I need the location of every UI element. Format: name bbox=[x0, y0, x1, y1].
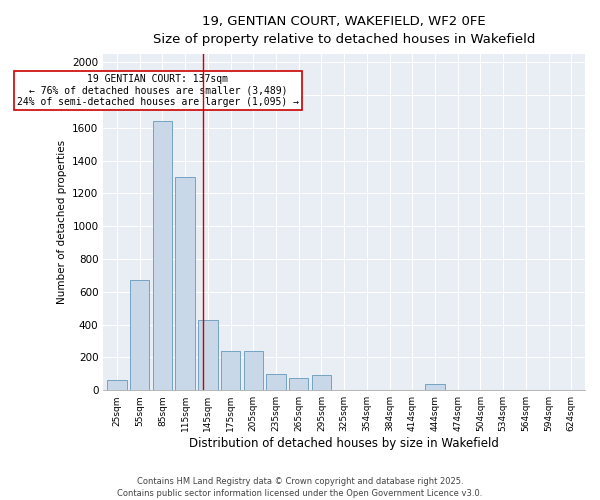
Text: Contains HM Land Registry data © Crown copyright and database right 2025.
Contai: Contains HM Land Registry data © Crown c… bbox=[118, 476, 482, 498]
Bar bbox=[289, 378, 308, 390]
Bar bbox=[175, 177, 195, 390]
Bar bbox=[425, 384, 445, 390]
Title: 19, GENTIAN COURT, WAKEFIELD, WF2 0FE
Size of property relative to detached hous: 19, GENTIAN COURT, WAKEFIELD, WF2 0FE Si… bbox=[153, 15, 535, 46]
Bar bbox=[198, 320, 218, 390]
Text: 19 GENTIAN COURT: 137sqm
← 76% of detached houses are smaller (3,489)
24% of sem: 19 GENTIAN COURT: 137sqm ← 76% of detach… bbox=[17, 74, 299, 107]
Bar bbox=[130, 280, 149, 390]
Bar bbox=[107, 380, 127, 390]
Bar bbox=[153, 122, 172, 390]
X-axis label: Distribution of detached houses by size in Wakefield: Distribution of detached houses by size … bbox=[189, 437, 499, 450]
Bar bbox=[312, 376, 331, 390]
Bar bbox=[244, 351, 263, 390]
Y-axis label: Number of detached properties: Number of detached properties bbox=[56, 140, 67, 304]
Bar bbox=[221, 351, 240, 390]
Bar bbox=[266, 374, 286, 390]
